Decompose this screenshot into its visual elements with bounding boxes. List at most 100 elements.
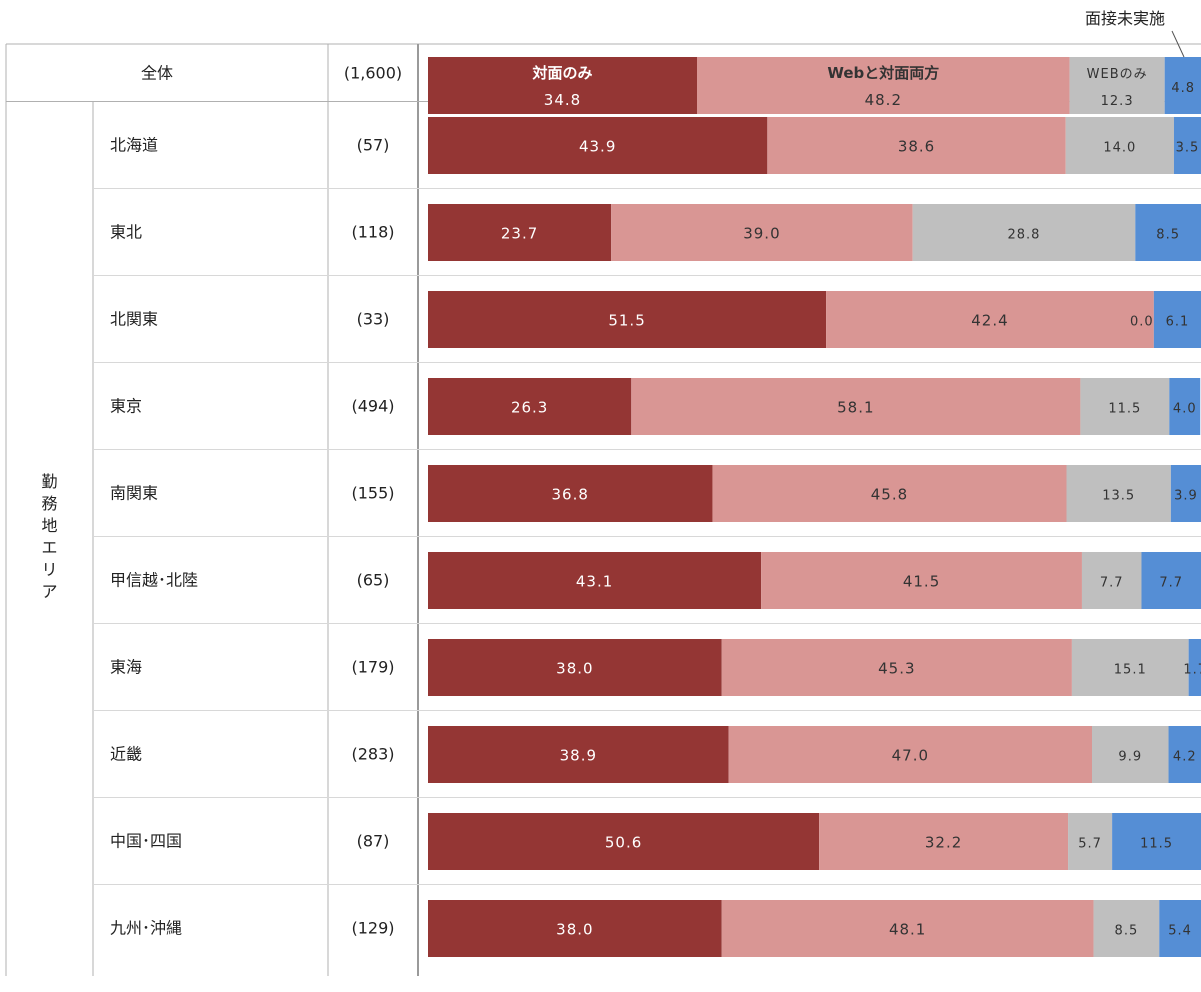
data-label: 23.7 bbox=[501, 225, 538, 243]
group-label-char: 務 bbox=[41, 494, 57, 513]
group-label-char: 勤 bbox=[41, 472, 57, 491]
row-label: 北関東 bbox=[110, 310, 158, 329]
bar-segment bbox=[1153, 291, 1201, 348]
data-label: 14.0 bbox=[1103, 141, 1136, 156]
data-label: 38.0 bbox=[556, 921, 593, 939]
bar-segment bbox=[1093, 900, 1160, 957]
bar-segment bbox=[1159, 900, 1201, 957]
data-label: 38.9 bbox=[560, 747, 597, 765]
data-label: 42.4 bbox=[971, 312, 1008, 330]
row-label: 九州･沖縄 bbox=[110, 919, 182, 938]
data-label: 39.0 bbox=[743, 225, 780, 243]
group-label-char: エ bbox=[41, 538, 57, 557]
data-label: 41.5 bbox=[903, 573, 940, 591]
bar-segment bbox=[631, 378, 1081, 435]
row-label: 東北 bbox=[110, 223, 142, 242]
row-n-label: (87) bbox=[357, 832, 390, 851]
data-label: 38.6 bbox=[898, 138, 935, 156]
data-label: 34.8 bbox=[544, 91, 581, 109]
bar-segment bbox=[1188, 639, 1201, 696]
row-n-label: (33) bbox=[357, 310, 390, 329]
row-label: 東京 bbox=[110, 397, 142, 416]
bar-segment bbox=[826, 291, 1154, 348]
callout-label: 面接未実施 bbox=[1085, 9, 1165, 28]
row-n-label: (155) bbox=[351, 484, 394, 503]
data-label: 11.5 bbox=[1140, 837, 1173, 852]
bar-segment bbox=[819, 813, 1069, 870]
row-n-label: (65) bbox=[357, 571, 390, 590]
row-n-label: (1,600) bbox=[344, 64, 402, 83]
group-label-char: リ bbox=[41, 560, 57, 579]
data-label: 11.5 bbox=[1108, 402, 1141, 417]
bar-segment bbox=[1169, 378, 1201, 435]
data-label: 45.8 bbox=[871, 486, 908, 504]
bar-segment bbox=[428, 117, 768, 174]
data-label: 15.1 bbox=[1114, 663, 1147, 678]
bar-segment bbox=[428, 291, 827, 348]
row-label: 近畿 bbox=[110, 745, 142, 764]
legend-callout: 面接未実施 bbox=[1085, 9, 1185, 58]
bar-segment bbox=[697, 57, 1070, 114]
bar-segment bbox=[1135, 204, 1201, 261]
data-label: 6.1 bbox=[1166, 315, 1190, 330]
row-n-label: (57) bbox=[357, 136, 390, 155]
data-label: 48.2 bbox=[865, 91, 902, 109]
bar-segment bbox=[1071, 639, 1189, 696]
data-label: 5.7 bbox=[1078, 837, 1102, 852]
bar-segment bbox=[1173, 117, 1201, 174]
legend-label: WEBのみ bbox=[1087, 67, 1148, 82]
bar-segment bbox=[428, 900, 722, 957]
data-label: 4.0 bbox=[1173, 402, 1197, 417]
bar-segment bbox=[1080, 378, 1170, 435]
data-label: 47.0 bbox=[892, 747, 929, 765]
data-label: 58.1 bbox=[837, 399, 874, 417]
data-label: 12.3 bbox=[1101, 94, 1134, 109]
bar-segment bbox=[1066, 465, 1171, 522]
data-label: 4.2 bbox=[1173, 750, 1197, 765]
data-label: 51.5 bbox=[608, 312, 645, 330]
bar-segment bbox=[1092, 726, 1169, 783]
bar-segment bbox=[712, 465, 1067, 522]
row-n-label: (118) bbox=[351, 223, 394, 242]
data-label: 50.6 bbox=[605, 834, 642, 852]
bars: 対面のみ34.8Webと対面両方48.2WEBのみ12.3面接未実施4.843.… bbox=[428, 57, 1201, 957]
data-label: 7.7 bbox=[1159, 576, 1183, 591]
bar-segment bbox=[428, 552, 762, 609]
row-label: 東海 bbox=[110, 658, 142, 677]
bar-segment bbox=[428, 57, 698, 114]
bar-segment bbox=[728, 726, 1093, 783]
data-label: 43.1 bbox=[576, 573, 613, 591]
data-label: 8.5 bbox=[1115, 924, 1139, 939]
bar-segment bbox=[428, 465, 713, 522]
data-label: 38.0 bbox=[556, 660, 593, 678]
row-n-label: (179) bbox=[351, 658, 394, 677]
legend-label: 対面のみ bbox=[531, 64, 592, 82]
data-label: 7.7 bbox=[1100, 576, 1124, 591]
group-label-char: 地 bbox=[41, 516, 57, 535]
row-label: 全体 bbox=[141, 64, 173, 83]
row-n-label: (494) bbox=[351, 397, 394, 416]
data-label: 3.5 bbox=[1176, 141, 1200, 156]
row-label: 南関東 bbox=[110, 484, 158, 503]
bar-segment bbox=[1170, 465, 1201, 522]
data-label: 28.8 bbox=[1008, 228, 1041, 243]
data-label: 36.8 bbox=[552, 486, 589, 504]
bar-segment bbox=[721, 639, 1072, 696]
data-label: 48.1 bbox=[889, 921, 926, 939]
callout-leader bbox=[1171, 30, 1185, 58]
row-label: 北海道 bbox=[110, 136, 158, 155]
data-label: 5.4 bbox=[1168, 924, 1192, 939]
data-label: 0.0 bbox=[1130, 315, 1154, 330]
bar-segment bbox=[767, 117, 1066, 174]
bar-segment bbox=[428, 204, 612, 261]
data-label: 3.9 bbox=[1174, 489, 1198, 504]
row-label: 中国･四国 bbox=[110, 832, 182, 851]
data-label: 26.3 bbox=[511, 399, 548, 417]
row-label: 甲信越･北陸 bbox=[110, 571, 198, 590]
row-n-label: (283) bbox=[351, 745, 394, 764]
bar-segment bbox=[428, 813, 820, 870]
data-label: 32.2 bbox=[925, 834, 962, 852]
bar-segment bbox=[428, 378, 632, 435]
